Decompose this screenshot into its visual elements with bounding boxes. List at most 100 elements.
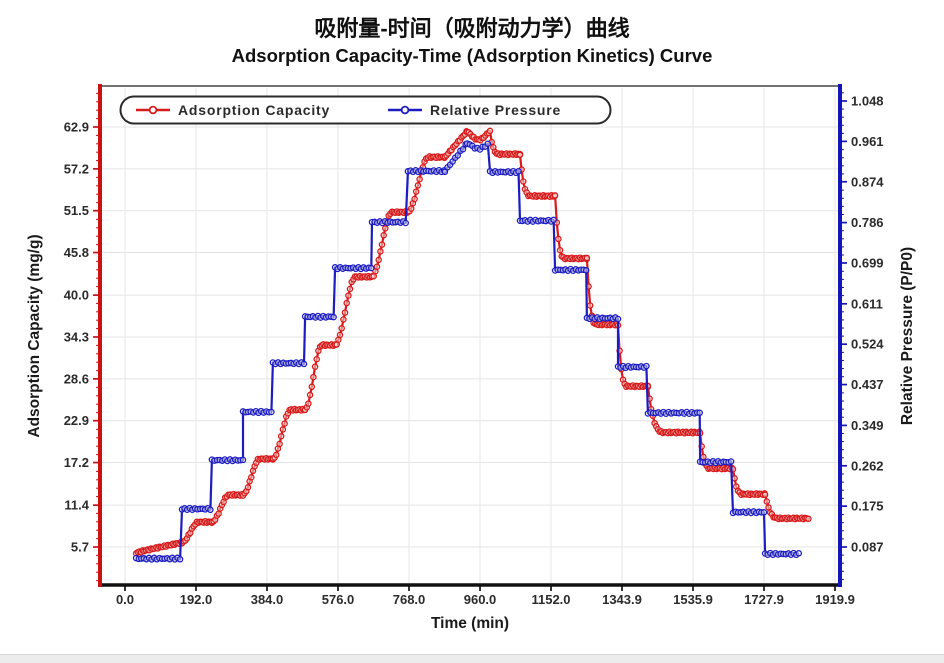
series-adsorption-capacity-marker: [456, 137, 464, 144]
x-axis-tick-label: 1343.9: [602, 592, 642, 607]
series-adsorption-capacity-marker: [651, 419, 658, 427]
legend-label-relative-pressure: Relative Pressure: [430, 102, 561, 118]
series-relative-pressure-marker: [239, 456, 247, 464]
series-adsorption-capacity-marker: [273, 451, 280, 459]
left-axis-tick-label: 22.9: [64, 413, 89, 428]
series-relative-pressure-marker: [300, 360, 308, 368]
left-axis-tick-label: 5.7: [71, 540, 89, 555]
left-axis-tick-label: 51.5: [64, 203, 89, 218]
series-adsorption-capacity-line: [135, 129, 809, 555]
series-relative-pressure-marker: [760, 509, 768, 516]
series-adsorption-capacity-marker: [378, 241, 386, 248]
series-relative-pressure-marker: [330, 313, 337, 321]
right-axis-tick-label: 0.437: [851, 377, 884, 392]
grid-layer: [102, 88, 838, 583]
x-axis-tick-label: 960.0: [464, 592, 497, 607]
series-adsorption-capacity-marker: [311, 363, 319, 370]
right-axis-tick-label: 1.048: [851, 94, 884, 109]
series-relative-pressure-marker: [727, 458, 735, 465]
series-relative-pressure-marker: [207, 506, 214, 514]
series-adsorption-capacity-marker: [761, 491, 769, 499]
series-relative-pressure-marker: [402, 219, 409, 227]
left-axis-tick-label: 28.6: [64, 371, 89, 386]
series-adsorption-capacity-marker: [244, 484, 252, 491]
series-adsorption-capacity-marker: [340, 316, 347, 323]
x-axis-tick-label: 1727.9: [744, 592, 784, 607]
series-relative-pressure-marker: [696, 409, 703, 417]
series-adsorption-capacity-marker: [313, 355, 320, 363]
series-relative-pressure: [132, 140, 803, 563]
series-relative-pressure-marker: [454, 152, 462, 159]
series-adsorption-capacity-marker: [306, 391, 314, 399]
series-relative-pressure-marker: [550, 216, 557, 224]
right-axis-tick-label: 0.611: [851, 296, 883, 311]
legend-box: [119, 95, 612, 125]
series-adsorption-capacity-marker: [375, 256, 382, 264]
right-axis-tick-label: 0.699: [851, 255, 884, 270]
series-adsorption-capacity-marker: [308, 383, 316, 391]
right-axis-tick-label: 0.786: [851, 215, 884, 230]
left-axis-tick-label: 62.9: [64, 120, 89, 135]
legend: Adsorption Capacity Relative Pressure: [119, 95, 612, 125]
chart-title-english: Adsorption Capacity-Time (Adsorption Kin…: [232, 45, 713, 66]
series-adsorption-capacity-marker: [586, 302, 594, 309]
series-adsorption-capacity-marker: [382, 225, 389, 232]
series-adsorption-capacity-marker: [765, 504, 772, 511]
series-adsorption-capacity-marker: [556, 246, 564, 254]
right-axis-tick-label: 0.349: [851, 418, 884, 433]
plot-frame-layer: [98, 84, 842, 587]
footer-strip: [0, 654, 944, 663]
series-adsorption-capacity-marker: [414, 182, 422, 189]
x-axis-tick-label: 768.0: [393, 592, 426, 607]
series-relative-pressure-marker: [582, 267, 590, 274]
series-adsorption-capacity-marker: [520, 178, 527, 185]
series-relative-pressure-marker: [484, 140, 492, 147]
x-axis-tick-label: 1535.9: [673, 592, 713, 607]
left-axis-tick-label: 45.8: [64, 245, 89, 260]
left-axis-tick-label: 34.3: [64, 330, 89, 345]
series-adsorption-capacity-marker: [416, 175, 423, 183]
left-axis-tick-label: 17.2: [64, 455, 89, 470]
right-axis-tick-label: 0.175: [851, 499, 884, 514]
x-axis-tick-label: 1152.0: [531, 592, 570, 607]
series-adsorption-capacity-marker: [281, 420, 288, 427]
series-adsorption-capacity-marker: [341, 309, 349, 316]
legend-label-adsorption-capacity: Adsorption Capacity: [178, 102, 330, 118]
series-adsorption-capacity-marker: [338, 325, 345, 332]
series-relative-pressure-marker: [614, 315, 622, 323]
series-layer: [132, 127, 812, 563]
right-axis-tick-label: 0.524: [851, 337, 884, 352]
series-adsorption-capacity-marker: [310, 373, 317, 381]
series-relative-pressure-marker: [643, 362, 650, 370]
right-axis-label: Relative Pressure (P/P0): [899, 247, 916, 425]
series-adsorption-capacity-marker: [412, 188, 420, 195]
series-adsorption-capacity-marker: [516, 151, 524, 159]
series-adsorption-capacity-marker: [343, 299, 350, 307]
series-relative-pressure-marker: [176, 556, 184, 563]
series-adsorption-capacity-marker: [276, 440, 283, 448]
tick-layer: 5.7 11.4 17.2 22.9 28.6 34.3 40.0 45.8 51.5 57.2 6…: [64, 92, 884, 607]
legend-marker-pressure-icon: [400, 105, 410, 115]
series-adsorption-capacity-marker: [700, 453, 707, 461]
x-axis-tick-label: 384.0: [251, 592, 284, 607]
series-adsorption-capacity-marker: [248, 474, 255, 481]
legend-marker-adsorption-icon: [148, 105, 158, 115]
left-axis-tick-label: 40.0: [64, 288, 89, 303]
series-relative-pressure-marker: [268, 408, 275, 416]
right-axis-tick-label: 0.087: [851, 540, 884, 555]
series-relative-pressure-marker: [368, 264, 375, 272]
series-adsorption-capacity-marker: [551, 192, 559, 199]
chart-title-chinese: 吸附量-时间（吸附动力学）曲线: [314, 16, 629, 41]
series-adsorption-capacity-marker: [805, 515, 812, 523]
right-axis-tick-label: 0.874: [851, 174, 884, 189]
series-adsorption-capacity-marker: [345, 292, 352, 299]
series-adsorption-capacity-marker: [486, 127, 494, 135]
left-axis-tick-label: 11.4: [64, 498, 89, 513]
series-adsorption-capacity-marker: [305, 400, 312, 407]
x-axis-tick-label: 192.0: [180, 592, 213, 607]
series-adsorption-capacity-marker: [407, 205, 415, 212]
series-adsorption-capacity-marker: [555, 235, 562, 243]
series-adsorption-capacity-marker: [277, 432, 285, 440]
